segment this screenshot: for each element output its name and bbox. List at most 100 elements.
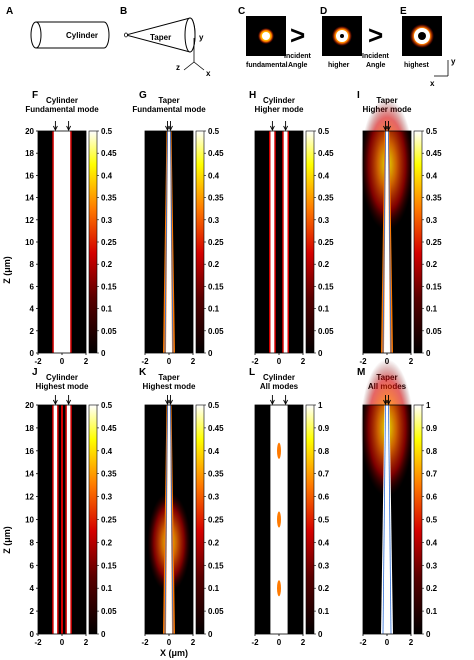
y-tick-label: 14	[25, 470, 34, 479]
y-tick-label: 16	[25, 171, 34, 180]
colorbar-tick-label: 0.2	[208, 538, 220, 547]
taper-wall-left	[164, 130, 168, 354]
colorbar-tick-label: 0.05	[318, 327, 334, 336]
panel-letter-c: C	[238, 6, 245, 17]
field-stripe	[53, 405, 58, 634]
y-tick-label: 20	[25, 127, 34, 136]
colorbar-tick-label: 0.4	[208, 171, 220, 180]
colorbar-tick-label: 0.2	[208, 260, 220, 269]
colorbar-tick-label: 0.35	[208, 470, 224, 479]
colorbar	[195, 404, 205, 635]
colorbar-tick-label: 0.05	[101, 607, 117, 616]
panel-title-line2: Higher mode	[255, 105, 304, 114]
x-tick-label: 0	[385, 638, 390, 647]
colorbar-tick-label: 0.15	[101, 561, 117, 570]
panel-title-line2: Fundamental mode	[25, 105, 99, 114]
x-tick-label: 2	[191, 638, 196, 647]
colorbar-tick-label: 0.35	[426, 194, 442, 203]
focus-spot	[277, 580, 281, 597]
colorbar-tick-label: 0.5	[101, 401, 113, 410]
colorbar	[88, 404, 98, 635]
wall-arrowhead	[66, 399, 72, 406]
colorbar-tick-label: 0.6	[318, 493, 330, 502]
comparison-1: > Incident Angle	[284, 20, 312, 69]
colorbar	[413, 130, 423, 354]
y-tick-label: 8	[30, 260, 35, 269]
schematic-b: B Taper y z x	[120, 6, 211, 78]
x-tick-label: -2	[359, 638, 367, 647]
y-tick-label: 14	[25, 194, 34, 203]
x-tick-label: 2	[301, 638, 306, 647]
x-tick-label: 2	[191, 357, 196, 366]
colorbar-tick-label: 0.7	[318, 470, 330, 479]
colorbar-tick-label: 0.15	[101, 282, 117, 291]
taper-label: Taper	[150, 33, 171, 42]
colorbar-tick-label: 0.1	[318, 607, 330, 616]
wall-arrowhead	[269, 399, 275, 406]
x-tick-label: 0	[277, 638, 282, 647]
colorbar-tick-label: 0.9	[426, 424, 438, 433]
field-center	[61, 405, 63, 634]
y-tick-label: 20	[25, 401, 34, 410]
schematic-d: D higher	[320, 6, 362, 69]
schematic-c: C fundamental	[238, 6, 288, 69]
panel-letter-l: L	[249, 367, 255, 378]
taper-core	[166, 131, 172, 353]
focus-spot	[277, 442, 281, 459]
axis-y-label-b: y	[199, 33, 204, 42]
colorbar-tick-label: 1	[426, 401, 431, 410]
colorbar-tick-label: 0.05	[426, 327, 442, 336]
schematic-e: E highest y x	[400, 6, 456, 88]
colorbar-tick-label: 0.5	[101, 127, 113, 136]
colorbar-tick-label: 0.1	[101, 584, 113, 593]
field-stripe	[67, 131, 71, 353]
colorbar-tick-label: 0	[208, 630, 213, 639]
panel-i: ITaperHigher mode-20200.050.10.150.20.25…	[357, 90, 442, 366]
y-axis-label-top: Z (μm)	[2, 256, 12, 284]
colorbar-tick-label: 0.1	[208, 305, 220, 314]
colorbar-tick-label: 0.2	[101, 538, 113, 547]
x-tick-label: -2	[251, 357, 259, 366]
panel-letter-b: B	[120, 6, 127, 17]
panel-title-line1: Cylinder	[263, 96, 295, 105]
x-tick-label: 2	[301, 357, 306, 366]
colorbar-tick-label: 0.8	[318, 447, 330, 456]
y-tick-label: 12	[25, 216, 34, 225]
colorbar-tick-label: 0.6	[426, 493, 438, 502]
tip-arrowhead	[386, 125, 391, 132]
wall-arrowhead	[52, 125, 58, 132]
panel-letter-f: F	[32, 90, 38, 101]
colorbar-tick-label: 0.5	[426, 516, 438, 525]
taper-core	[166, 405, 172, 634]
panel-letter-k: K	[139, 367, 147, 378]
x-tick-label: 2	[84, 357, 89, 366]
colorbar-tick-label: 0.45	[426, 149, 442, 158]
colorbar-tick-label: 0.7	[426, 470, 438, 479]
x-tick-label: -2	[251, 638, 259, 647]
incident-label-2: Incident	[362, 53, 390, 60]
colorbar-tick-label: 0.3	[318, 216, 330, 225]
colorbar-tick-label: 0.25	[101, 516, 117, 525]
colorbar-tick-label: 0.4	[208, 447, 220, 456]
y-tick-label: 4	[30, 584, 35, 593]
colorbar-tick-label: 0.05	[208, 327, 224, 336]
tip-arrowhead	[168, 399, 173, 406]
greater-than-1: >	[290, 20, 305, 50]
colorbar-tick-label: 0.35	[208, 194, 224, 203]
colorbar-tick-label: 0.25	[208, 238, 224, 247]
panel-letter-i: I	[357, 90, 360, 101]
cylinder-label: Cylinder	[66, 31, 98, 40]
panel-letter-e: E	[400, 6, 407, 17]
x-tick-label: -2	[359, 357, 367, 366]
y-tick-label: 18	[25, 424, 34, 433]
colorbar-tick-label: 0.15	[318, 282, 334, 291]
colorbar-tick-label: 0.45	[318, 149, 334, 158]
x-tick-label: 0	[167, 638, 172, 647]
x-tick-label: 2	[409, 357, 414, 366]
field-stripe	[66, 405, 71, 634]
y-tick-label: 2	[30, 327, 35, 336]
colorbar-tick-label: 0	[426, 349, 431, 358]
wall-arrowhead	[52, 399, 58, 406]
